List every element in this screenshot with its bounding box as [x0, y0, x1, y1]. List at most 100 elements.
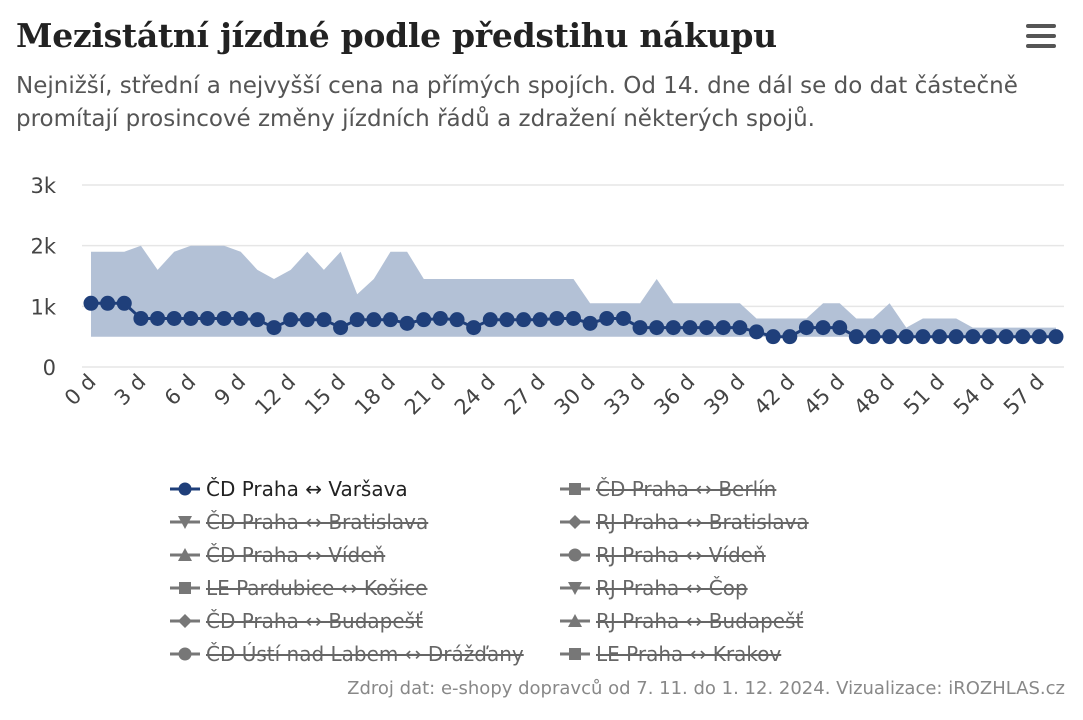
data-point[interactable]: [932, 329, 948, 345]
legend-item[interactable]: LE Praha ↔ Krakov: [560, 639, 781, 669]
data-point[interactable]: [765, 329, 781, 345]
data-point[interactable]: [83, 295, 99, 311]
data-point[interactable]: [865, 329, 881, 345]
legend-label: ČD Praha ↔ Budapešť: [206, 609, 423, 633]
x-tick-label: 33 d: [600, 370, 650, 420]
data-point[interactable]: [349, 312, 365, 328]
series-range-band: [91, 245, 1056, 337]
data-point[interactable]: [948, 329, 964, 345]
data-point[interactable]: [100, 295, 116, 311]
data-point[interactable]: [316, 312, 332, 328]
data-point[interactable]: [532, 312, 548, 328]
data-point[interactable]: [1031, 329, 1047, 345]
data-point[interactable]: [183, 310, 199, 326]
legend-item[interactable]: ČD Praha ↔ Budapešť: [170, 606, 423, 636]
data-point[interactable]: [150, 310, 166, 326]
data-point[interactable]: [266, 320, 282, 336]
legend-item[interactable]: ČD Praha ↔ Varšava: [170, 474, 408, 504]
legend-item[interactable]: ČD Praha ↔ Bratislava: [170, 507, 428, 537]
data-point[interactable]: [715, 320, 731, 336]
data-point[interactable]: [432, 310, 448, 326]
legend-label: ČD Praha ↔ Vídeň: [206, 543, 386, 567]
data-point[interactable]: [499, 312, 515, 328]
data-point[interactable]: [832, 320, 848, 336]
data-point[interactable]: [998, 329, 1014, 345]
data-point[interactable]: [482, 312, 498, 328]
chart-credits[interactable]: Zdroj dat: e-shopy dopravců od 7. 11. do…: [347, 678, 1065, 699]
data-point[interactable]: [299, 312, 315, 328]
x-tick-label: 45 d: [799, 370, 849, 420]
legend-label: RJ Praha ↔ Bratislava: [596, 510, 809, 534]
hamburger-menu-icon[interactable]: [1022, 24, 1060, 56]
x-tick-label: 27 d: [500, 370, 550, 420]
data-point[interactable]: [133, 310, 149, 326]
data-point[interactable]: [615, 310, 631, 326]
data-point[interactable]: [815, 320, 831, 336]
legend-item[interactable]: ČD Praha ↔ Berlín: [560, 474, 776, 504]
data-point[interactable]: [599, 310, 615, 326]
legend-item[interactable]: LE Pardubice ↔ Košice: [170, 573, 427, 603]
data-point[interactable]: [516, 312, 532, 328]
data-point[interactable]: [882, 329, 898, 345]
data-point[interactable]: [283, 312, 299, 328]
data-point[interactable]: [981, 329, 997, 345]
x-tick-label: 3 d: [110, 370, 151, 411]
legend-marker-circle-icon: [170, 647, 200, 661]
data-point[interactable]: [798, 320, 814, 336]
legend-marker-diamond-icon: [170, 614, 200, 628]
data-point[interactable]: [399, 315, 415, 331]
data-point[interactable]: [233, 310, 249, 326]
data-point[interactable]: [549, 310, 565, 326]
data-point[interactable]: [682, 320, 698, 336]
data-point[interactable]: [449, 312, 465, 328]
data-point[interactable]: [1048, 329, 1064, 345]
data-point[interactable]: [566, 310, 581, 326]
legend-marker-square-icon: [560, 483, 590, 495]
data-point[interactable]: [366, 312, 382, 328]
x-tick-label: 18 d: [350, 370, 400, 420]
data-point[interactable]: [782, 329, 798, 345]
data-point[interactable]: [116, 295, 132, 311]
legend-marker-circle-icon: [560, 548, 590, 562]
legend-marker-triangle-down-icon: [560, 582, 590, 595]
x-tick-label: 24 d: [450, 370, 500, 420]
legend-label: RJ Praha ↔ Čop: [596, 576, 748, 600]
data-point[interactable]: [382, 312, 398, 328]
data-point[interactable]: [915, 329, 931, 345]
legend-marker-triangle-icon: [170, 548, 200, 561]
data-point[interactable]: [166, 310, 182, 326]
data-point[interactable]: [898, 329, 914, 345]
data-point[interactable]: [699, 320, 715, 336]
data-point[interactable]: [649, 320, 665, 336]
data-point[interactable]: [333, 320, 349, 336]
y-tick-label: 1k: [30, 295, 56, 319]
legend-marker-square-icon: [170, 582, 200, 594]
data-point[interactable]: [582, 315, 598, 331]
data-point[interactable]: [416, 312, 432, 328]
legend-label: LE Praha ↔ Krakov: [596, 642, 782, 666]
legend-marker-triangle-down-icon: [170, 516, 200, 529]
legend-item[interactable]: RJ Praha ↔ Vídeň: [560, 540, 766, 570]
data-point[interactable]: [848, 329, 864, 345]
legend-label: RJ Praha ↔ Vídeň: [596, 543, 766, 567]
legend-item[interactable]: ČD Ústí nad Labem ↔ Drážďany: [170, 639, 524, 669]
legend-item[interactable]: RJ Praha ↔ Bratislava: [560, 507, 809, 537]
legend-marker-diamond-icon: [560, 515, 590, 529]
legend-item[interactable]: RJ Praha ↔ Čop: [560, 573, 748, 603]
data-point[interactable]: [216, 310, 232, 326]
data-point[interactable]: [249, 312, 265, 328]
legend-item[interactable]: ČD Praha ↔ Vídeň: [170, 540, 385, 570]
data-point[interactable]: [965, 329, 981, 345]
legend-item[interactable]: RJ Praha ↔ Budapešť: [560, 606, 803, 636]
data-point[interactable]: [732, 320, 748, 336]
data-point[interactable]: [632, 320, 648, 336]
x-tick-label: 15 d: [300, 370, 350, 420]
data-point[interactable]: [466, 320, 482, 336]
data-point[interactable]: [665, 320, 681, 336]
x-tick-label: 57 d: [999, 370, 1049, 420]
data-point[interactable]: [749, 324, 765, 340]
data-point[interactable]: [199, 310, 215, 326]
legend-label: ČD Ústí nad Labem ↔ Drážďany: [206, 642, 524, 666]
legend-label: ČD Praha ↔ Berlín: [596, 477, 777, 501]
data-point[interactable]: [1015, 329, 1031, 345]
